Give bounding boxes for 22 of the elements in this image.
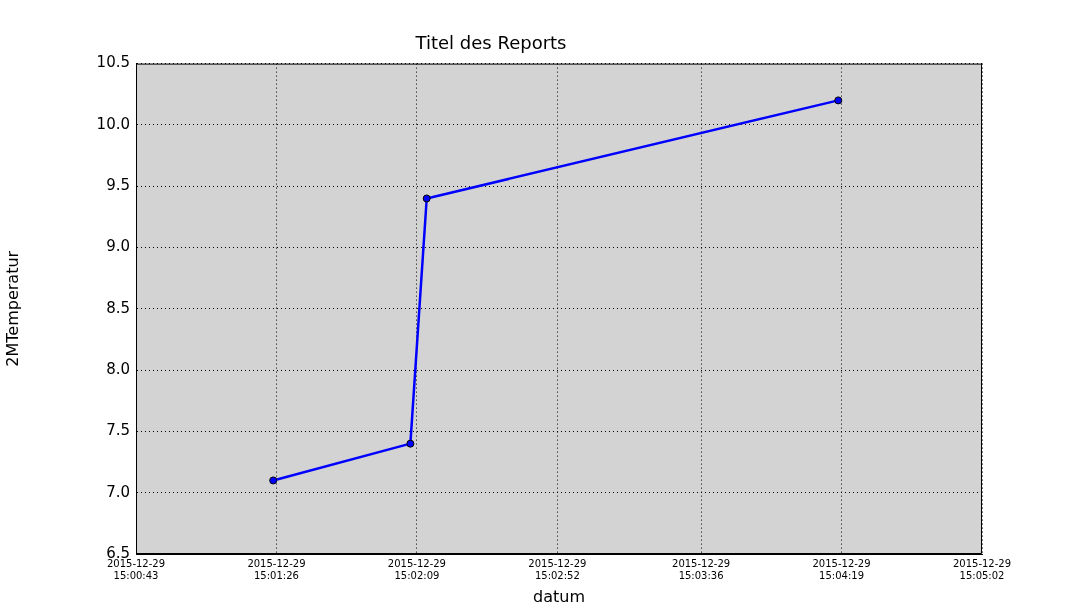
point	[406, 439, 415, 448]
y-tick-label: 7.5	[106, 421, 130, 440]
y-tick-label: 10.5	[96, 53, 130, 72]
x-tick-label: 2015-12-29 15:02:09	[387, 557, 446, 581]
y-tick-label: 8.5	[106, 298, 130, 317]
x-tick-label: 2015-12-29 15:03:36	[672, 557, 731, 581]
x-tick-label: 2015-12-29 15:01:26	[247, 557, 306, 581]
x-axis-title: datum	[533, 586, 585, 606]
point	[269, 476, 278, 485]
y-tick-label: 10.0	[96, 114, 130, 133]
chart-title: Titel des Reports	[414, 32, 567, 54]
point	[834, 96, 843, 105]
point	[422, 194, 431, 203]
y-axis-title: 2MTemperatur	[2, 250, 22, 367]
x-tick-label: 2015-12-29 15:05:02	[952, 557, 1012, 581]
y-tick-label: 9.0	[106, 237, 130, 256]
y-tick-label: 9.5	[106, 176, 130, 195]
x-tick-label: 2015-12-29 15:00:43	[106, 557, 166, 581]
x-tick-label: 2015-12-29 15:02:52	[528, 557, 587, 581]
x-tick-label: 2015-12-29 15:04:19	[812, 557, 871, 581]
y-tick-label: 7.0	[106, 482, 130, 501]
y-tick-label: 8.0	[106, 359, 130, 378]
